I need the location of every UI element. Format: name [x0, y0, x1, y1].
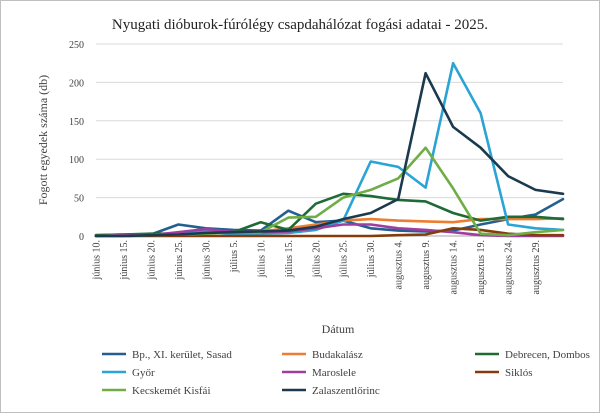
x-tick-label: augusztus 24. [504, 240, 515, 294]
x-tick-label: június 10. [92, 240, 103, 280]
y-tick-label: 100 [69, 155, 84, 166]
legend-label: Maroslele [312, 367, 356, 379]
legend: Bp., XI. kerület, Sasad Budakalász Debrece… [102, 349, 590, 397]
x-tick-label: augusztus 29. [531, 240, 542, 294]
x-tick-label: július 10. [256, 240, 267, 278]
legend-label: Budakalász [312, 349, 363, 361]
series-line [94, 71, 565, 238]
series-line [94, 223, 565, 238]
x-tick-label: június 20. [146, 240, 157, 280]
x-tick-label: július 5. [229, 240, 240, 273]
x-tick-label: augusztus 19. [476, 240, 487, 294]
legend-label: Bp., XI. kerület, Sasad [132, 349, 232, 361]
y-tick-label: 50 [74, 194, 84, 205]
y-axis-title: Fogott egyedek száma (db) [36, 75, 50, 205]
x-tick-label: augusztus 9. [421, 240, 432, 289]
y-tick-label: 0 [79, 232, 84, 243]
x-tick-label: augusztus 4. [394, 240, 405, 289]
x-tick-label: július 15. [284, 240, 295, 278]
y-axis-ticks: 0 50 100 150 200 250 [69, 40, 84, 243]
legend-label: Kecskemét Kisfái [132, 385, 211, 397]
legend-label: Győr [132, 367, 155, 379]
x-tick-label: július 20. [311, 240, 322, 278]
legend-label: Siklós [505, 367, 533, 379]
legend-label: Zalaszentlőrinc [312, 385, 380, 397]
x-axis-ticks: június 10. június 15. június 20. június 25.… [92, 240, 543, 294]
x-tick-label: augusztus 14. [449, 240, 460, 294]
y-tick-label: 150 [69, 117, 84, 128]
chart-title: Nyugati dióburok-fúrólégy csapdahálózat … [112, 17, 488, 33]
y-tick-label: 200 [69, 78, 84, 89]
x-tick-label: július 30. [366, 240, 377, 278]
y-tick-label: 250 [69, 40, 84, 51]
series-lines [94, 61, 565, 238]
series-line [94, 227, 565, 238]
x-tick-label: június 30. [201, 240, 212, 280]
x-tick-label: június 25. [174, 240, 185, 280]
x-tick-label: július 25. [339, 240, 350, 278]
legend-label: Debrecen, Dombos [505, 349, 590, 361]
x-axis-title: Dátum [322, 322, 355, 336]
x-tick-label: június 15. [119, 240, 130, 280]
